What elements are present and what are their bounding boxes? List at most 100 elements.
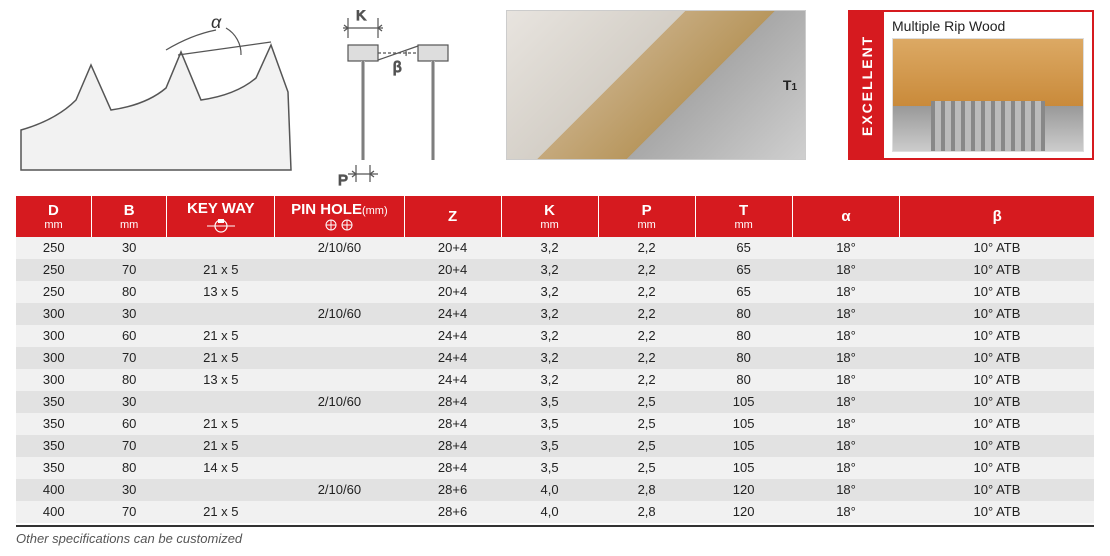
- application-photo: T1: [506, 10, 806, 160]
- table-cell: 24+4: [404, 325, 501, 347]
- table-cell: 3,2: [501, 347, 598, 369]
- table-cell: 18°: [792, 369, 900, 391]
- table-cell: 10° ATB: [900, 435, 1094, 457]
- table-cell: 13 x 5: [167, 281, 275, 303]
- table-cell: 18°: [792, 457, 900, 479]
- excellent-title: Multiple Rip Wood: [892, 18, 1084, 34]
- table-row: 2508013 x 520+43,22,26518°10° ATB: [16, 281, 1094, 303]
- table-cell: 2,5: [598, 391, 695, 413]
- col-header-3: PIN HOLE(mm): [275, 196, 404, 237]
- table-cell: [275, 435, 404, 457]
- table-cell: 3,5: [501, 457, 598, 479]
- table-row: 300302/10/6024+43,22,28018°10° ATB: [16, 303, 1094, 325]
- table-cell: 28+6: [404, 501, 501, 523]
- table-cell: 2,8: [598, 501, 695, 523]
- table-cell: [275, 457, 404, 479]
- table-cell: 20+4: [404, 237, 501, 259]
- kerf-diagram: K β P: [308, 10, 478, 188]
- table-cell: [275, 281, 404, 303]
- table-cell: 10° ATB: [900, 369, 1094, 391]
- table-cell: 18°: [792, 281, 900, 303]
- tooth-angle-diagram: α: [16, 10, 296, 180]
- table-cell: 21 x 5: [167, 347, 275, 369]
- rip-wood-illustration: [892, 38, 1084, 152]
- table-cell: 18°: [792, 413, 900, 435]
- table-row: 3508014 x 528+43,52,510518°10° ATB: [16, 457, 1094, 479]
- table-cell: 21 x 5: [167, 325, 275, 347]
- table-cell: 2,5: [598, 435, 695, 457]
- table-cell: 4,0: [501, 501, 598, 523]
- col-header-8: α: [792, 196, 900, 237]
- table-cell: 60: [91, 325, 166, 347]
- table-cell: 30: [91, 237, 166, 259]
- table-cell: 300: [16, 369, 91, 391]
- table-cell: 250: [16, 259, 91, 281]
- diagrams-row: α K β: [16, 10, 1094, 188]
- table-cell: 28+4: [404, 435, 501, 457]
- spec-table-header: DmmBmmKEY WAYPIN HOLE(mm)ZKmmPmmTmmαβ: [16, 196, 1094, 237]
- table-cell: 105: [695, 457, 792, 479]
- excellent-tab: EXCELLENT: [850, 12, 884, 158]
- table-cell: 10° ATB: [900, 501, 1094, 523]
- table-cell: 120: [695, 479, 792, 501]
- excellent-box: EXCELLENT Multiple Rip Wood: [848, 10, 1094, 160]
- table-cell: 18°: [792, 501, 900, 523]
- table-cell: 300: [16, 347, 91, 369]
- table-cell: 4,0: [501, 479, 598, 501]
- table-cell: 65: [695, 259, 792, 281]
- table-cell: 70: [91, 347, 166, 369]
- table-cell: [275, 259, 404, 281]
- table-cell: 2,2: [598, 369, 695, 391]
- table-cell: 21 x 5: [167, 435, 275, 457]
- table-cell: 80: [695, 303, 792, 325]
- table-cell: 18°: [792, 259, 900, 281]
- col-header-0: Dmm: [16, 196, 91, 237]
- spec-table: DmmBmmKEY WAYPIN HOLE(mm)ZKmmPmmTmmαβ 25…: [16, 196, 1094, 523]
- table-cell: 80: [91, 369, 166, 391]
- table-cell: 24+4: [404, 303, 501, 325]
- table-row: 3507021 x 528+43,52,510518°10° ATB: [16, 435, 1094, 457]
- table-row: 400302/10/6028+64,02,812018°10° ATB: [16, 479, 1094, 501]
- col-header-6: Pmm: [598, 196, 695, 237]
- table-cell: 120: [695, 501, 792, 523]
- table-cell: 80: [695, 347, 792, 369]
- table-cell: 2/10/60: [275, 391, 404, 413]
- table-cell: 2,2: [598, 303, 695, 325]
- table-cell: 350: [16, 435, 91, 457]
- table-cell: 2,2: [598, 325, 695, 347]
- table-cell: 20+4: [404, 259, 501, 281]
- svg-text:K: K: [356, 10, 366, 24]
- svg-text:β: β: [393, 59, 402, 76]
- table-cell: [167, 391, 275, 413]
- table-cell: 18°: [792, 435, 900, 457]
- table-cell: [167, 237, 275, 259]
- table-cell: 350: [16, 457, 91, 479]
- table-cell: 2/10/60: [275, 237, 404, 259]
- table-cell: 10° ATB: [900, 391, 1094, 413]
- table-cell: [275, 501, 404, 523]
- table-cell: 28+4: [404, 457, 501, 479]
- table-cell: 2,2: [598, 347, 695, 369]
- table-cell: 60: [91, 413, 166, 435]
- table-cell: 80: [695, 325, 792, 347]
- alpha-label: α: [211, 12, 222, 32]
- table-cell: 300: [16, 303, 91, 325]
- table-cell: 21 x 5: [167, 413, 275, 435]
- table-row: 3007021 x 524+43,22,28018°10° ATB: [16, 347, 1094, 369]
- table-cell: 30: [91, 479, 166, 501]
- table-cell: 65: [695, 281, 792, 303]
- svg-text:P: P: [338, 172, 348, 188]
- table-cell: 2,2: [598, 259, 695, 281]
- table-cell: 14 x 5: [167, 457, 275, 479]
- table-cell: [275, 413, 404, 435]
- table-cell: 28+6: [404, 479, 501, 501]
- table-cell: 3,2: [501, 281, 598, 303]
- table-cell: 2,5: [598, 413, 695, 435]
- table-cell: 10° ATB: [900, 259, 1094, 281]
- table-cell: 28+4: [404, 413, 501, 435]
- col-header-9: β: [900, 196, 1094, 237]
- table-cell: 13 x 5: [167, 369, 275, 391]
- table-row: 3008013 x 524+43,22,28018°10° ATB: [16, 369, 1094, 391]
- col-header-5: Kmm: [501, 196, 598, 237]
- table-cell: [275, 347, 404, 369]
